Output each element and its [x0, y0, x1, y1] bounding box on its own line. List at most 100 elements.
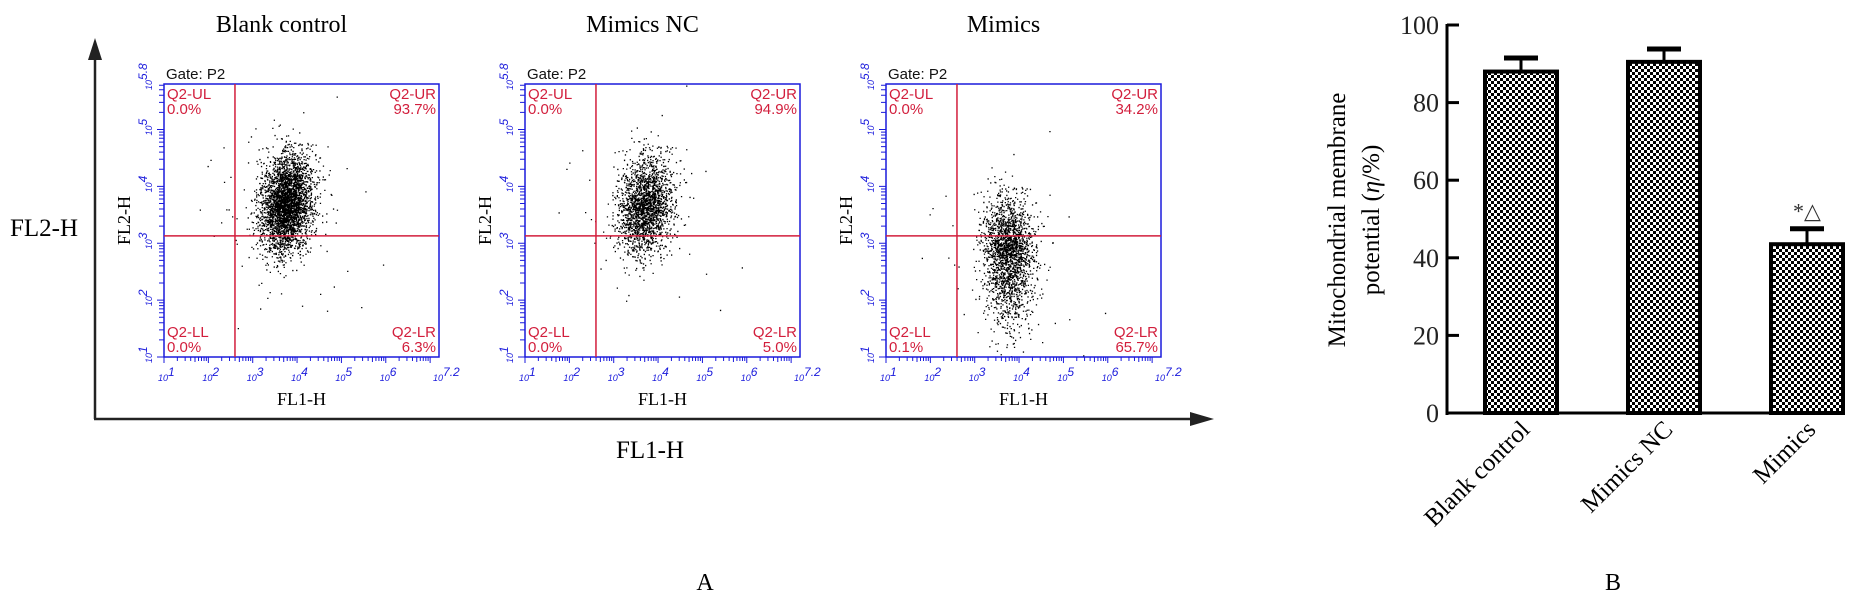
bar-y-axis-label: Mitochondrial membrane potential (η/%)	[1324, 93, 1385, 348]
y-tick-label: 101	[497, 346, 515, 363]
y-tick-label: 102	[858, 289, 876, 306]
y-tick-label: 105	[858, 118, 876, 135]
y-tick-label: 103	[858, 232, 876, 249]
y-tick-label: 60	[1413, 166, 1439, 195]
x-tick-label: 103	[608, 365, 625, 383]
plot-title: Mimics NC	[586, 12, 699, 38]
y-tick-label: 105	[497, 118, 515, 135]
quadrant-name-UL: Q2-UL	[889, 86, 933, 103]
x-tick-label: 104	[291, 365, 308, 383]
x-tick-label: 104	[652, 365, 669, 383]
quadrant-name-LL: Q2-LL	[528, 324, 570, 341]
quadrant-name-UR: Q2-UR	[1111, 86, 1158, 103]
axis-ticks	[518, 84, 792, 363]
quadrant-value-LR: 6.3%	[402, 339, 436, 356]
quadrant-name-LR: Q2-LR	[753, 324, 797, 341]
plot-frame	[163, 83, 440, 358]
y-axis-label: FL2-H	[836, 196, 856, 245]
quadrant-value-UR: 34.2%	[1115, 101, 1158, 118]
panel-b-label: B	[1605, 570, 1621, 596]
plot-title: Mimics	[967, 12, 1040, 38]
outer-axes: FL2-H FL1-H A	[10, 38, 1214, 596]
quadrant-value-LL: 0.0%	[528, 339, 562, 356]
scatter-points	[199, 96, 385, 330]
quadrant-value-LL: 0.0%	[167, 339, 201, 356]
quadrant-value-UL: 0.0%	[528, 101, 562, 118]
y-tick-label: 105.8	[136, 63, 154, 90]
y-tick-label: 104	[136, 175, 154, 192]
x-tick-label: 103	[969, 365, 986, 383]
quadrant-name-UL: Q2-UL	[528, 86, 572, 103]
y-tick-label: 102	[136, 289, 154, 306]
category-label: Mimics NC	[1576, 416, 1678, 518]
outer-y-label: FL2-H	[10, 215, 78, 242]
panel-a-label: A	[696, 570, 714, 596]
y-label-line1: Mitochondrial membrane	[1324, 93, 1351, 348]
x-tick-label: 102	[202, 365, 219, 383]
outer-x-arrow-icon	[1190, 412, 1214, 426]
plot-title: Blank control	[216, 12, 348, 38]
y-tick-label: 105.8	[858, 63, 876, 90]
outer-y-arrow-icon	[88, 38, 102, 60]
scatter-point-cloud	[558, 85, 743, 312]
quadrant-value-UL: 0.0%	[889, 101, 923, 118]
y-tick-label: 104	[858, 175, 876, 192]
quadrant-name-UL: Q2-UL	[167, 86, 211, 103]
bar-chart: 0 20 40 60 80 100 Mitochondrial membrane potent…	[1324, 11, 1845, 532]
tick-marks	[518, 84, 792, 363]
quadrant-name-LL: Q2-LL	[167, 324, 209, 341]
quadrant-value-LR: 65.7%	[1115, 339, 1158, 356]
category-label: Mimics	[1748, 416, 1821, 489]
x-tick-label: 106	[741, 365, 758, 383]
x-tick-label: 101	[519, 365, 536, 383]
y-tick-label: 103	[497, 232, 515, 249]
quadrant-value-UR: 94.9%	[754, 101, 797, 118]
scatter-points	[921, 131, 1107, 358]
outer-x-label: FL1-H	[616, 437, 684, 464]
x-tick-label: 102	[563, 365, 580, 383]
x-tick-label: 107.2	[794, 365, 821, 383]
quadrant-name-LR: Q2-LR	[1114, 324, 1158, 341]
scatter-point-cloud	[921, 131, 1107, 358]
y-tick-label: 105	[136, 118, 154, 135]
x-axis-label: FL1-H	[638, 389, 687, 409]
y-tick-label: 100	[1400, 11, 1439, 40]
y-tick-label: 101	[858, 346, 876, 363]
y-label-line2: potential (η/%)	[1358, 145, 1385, 296]
x-tick-label: 104	[1013, 365, 1030, 383]
x-axis-label: FL1-H	[999, 389, 1048, 409]
scatter-points	[558, 85, 743, 312]
plot-frame	[885, 83, 1162, 358]
tick-marks	[157, 84, 431, 363]
y-tick-label: 0	[1426, 399, 1439, 428]
x-tick-label: 102	[924, 365, 941, 383]
quadrant-name-UR: Q2-UR	[750, 86, 797, 103]
tick-marks	[879, 84, 1153, 363]
y-axis-label: FL2-H	[114, 196, 134, 245]
x-tick-label: 105	[335, 365, 352, 383]
x-tick-label: 107.2	[1155, 365, 1182, 383]
y-tick-label: 105.8	[497, 63, 515, 90]
axis-ticks	[157, 84, 431, 363]
x-tick-label: 105	[1057, 365, 1074, 383]
x-tick-label: 107.2	[433, 365, 460, 383]
x-tick-label: 106	[380, 365, 397, 383]
quadrant-value-UL: 0.0%	[167, 101, 201, 118]
y-tick-label: 20	[1413, 321, 1439, 350]
x-tick-label: 105	[696, 365, 713, 383]
scatter-point-cloud	[199, 96, 385, 330]
quadrant-value-UR: 93.7%	[393, 101, 436, 118]
plot-frame	[524, 83, 801, 358]
y-tick-label: 80	[1413, 89, 1439, 118]
quadrant-name-LL: Q2-LL	[889, 324, 931, 341]
bar-1	[1626, 59, 1702, 416]
bar-2	[1769, 242, 1845, 415]
category-label: Blank control	[1419, 416, 1535, 532]
y-axis-label: FL2-H	[475, 196, 495, 245]
x-axis-label: FL1-H	[277, 389, 326, 409]
x-tick-label: 101	[158, 365, 175, 383]
